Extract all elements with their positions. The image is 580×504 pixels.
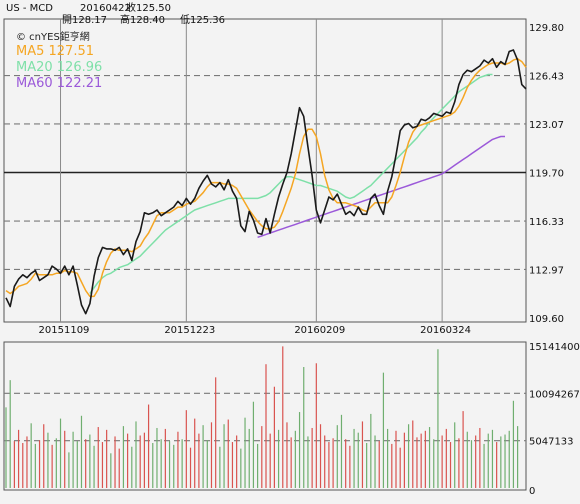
symbol-label: US - MCD	[6, 3, 53, 14]
y-tick-label: 109.60	[529, 314, 564, 325]
copyright-label: © cnYES鉅亨網	[16, 30, 90, 43]
volume-bars	[5, 346, 519, 488]
y-tick-label: 129.80	[529, 23, 564, 34]
price-lines	[5, 49, 527, 315]
ma20-line	[89, 73, 493, 294]
x-tick-label: 20160209	[294, 325, 345, 336]
ma20-legend: MA20 126.96	[16, 60, 102, 75]
price-panel-frame	[3, 18, 527, 323]
y-tick-label: 123.07	[529, 120, 564, 131]
open-label: 開128.17	[62, 14, 107, 26]
y-tick-label: 116.33	[529, 217, 564, 228]
grid-layer	[4, 19, 526, 442]
volume-tick-label: 5047133	[529, 437, 574, 448]
x-tick-label: 20151109	[39, 325, 90, 336]
ma5-legend: MA5 127.51	[16, 44, 94, 59]
date-label: 20160422	[80, 3, 131, 14]
ma5-line	[5, 57, 527, 298]
close-label: 收125.50	[126, 1, 171, 14]
y-tick-label: 119.70	[529, 169, 564, 180]
tick-labels: 129.80 126.43 123.07 119.70 116.33 112.97 109.…	[39, 23, 580, 497]
y-tick-label: 112.97	[529, 265, 564, 276]
price-line	[5, 49, 527, 315]
x-tick-label: 20160324	[420, 325, 471, 336]
x-tick-label: 20151223	[164, 325, 215, 336]
high-label: 高128.40	[120, 13, 165, 26]
volume-tick-label: 0	[529, 486, 535, 497]
volume-tick-label: 10094267	[529, 389, 580, 400]
y-tick-label: 126.43	[529, 72, 564, 83]
volume-panel-frame	[3, 341, 527, 491]
volume-tick-label: 15141400	[529, 342, 580, 353]
ma60-line	[257, 135, 505, 239]
low-label: 低125.36	[180, 13, 225, 26]
ma60-legend: MA60 122.21	[16, 76, 102, 91]
